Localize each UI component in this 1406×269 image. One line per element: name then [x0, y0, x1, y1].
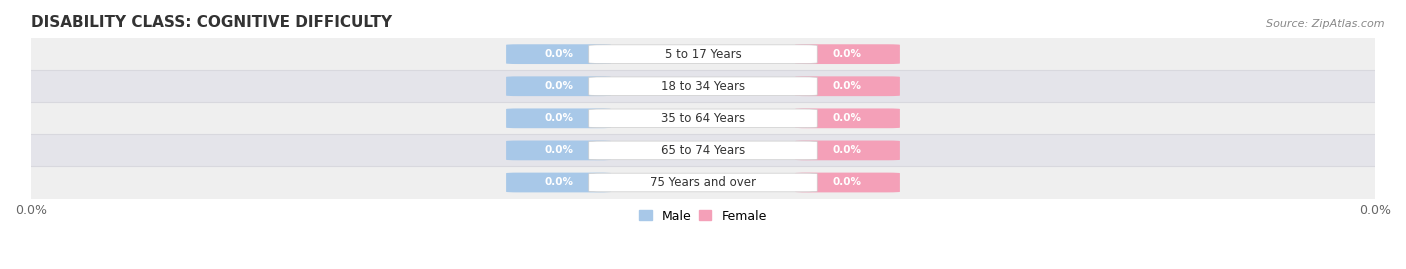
Text: 0.0%: 0.0%: [832, 81, 862, 91]
FancyBboxPatch shape: [794, 44, 900, 64]
Text: 75 Years and over: 75 Years and over: [650, 176, 756, 189]
Text: 0.0%: 0.0%: [544, 49, 574, 59]
Text: 0.0%: 0.0%: [832, 146, 862, 155]
Text: Source: ZipAtlas.com: Source: ZipAtlas.com: [1267, 19, 1385, 29]
Text: 0.0%: 0.0%: [832, 113, 862, 123]
Text: 0.0%: 0.0%: [832, 178, 862, 187]
Text: 65 to 74 Years: 65 to 74 Years: [661, 144, 745, 157]
Text: 18 to 34 Years: 18 to 34 Years: [661, 80, 745, 93]
FancyBboxPatch shape: [794, 140, 900, 160]
FancyBboxPatch shape: [506, 140, 612, 160]
Legend: Male, Female: Male, Female: [634, 205, 772, 228]
FancyBboxPatch shape: [506, 44, 612, 64]
FancyBboxPatch shape: [794, 173, 900, 192]
FancyBboxPatch shape: [589, 77, 817, 95]
Text: 0.0%: 0.0%: [544, 178, 574, 187]
FancyBboxPatch shape: [506, 76, 612, 96]
Bar: [31, 102, 1375, 134]
FancyBboxPatch shape: [506, 108, 612, 128]
FancyBboxPatch shape: [794, 108, 900, 128]
FancyBboxPatch shape: [589, 109, 817, 128]
Text: 0.0%: 0.0%: [544, 113, 574, 123]
FancyBboxPatch shape: [506, 173, 612, 192]
Bar: [31, 167, 1375, 199]
Text: DISABILITY CLASS: COGNITIVE DIFFICULTY: DISABILITY CLASS: COGNITIVE DIFFICULTY: [31, 15, 392, 30]
Text: 0.0%: 0.0%: [832, 49, 862, 59]
FancyBboxPatch shape: [589, 141, 817, 160]
Bar: [31, 38, 1375, 70]
Text: 5 to 17 Years: 5 to 17 Years: [665, 48, 741, 61]
Text: 35 to 64 Years: 35 to 64 Years: [661, 112, 745, 125]
Bar: [31, 134, 1375, 167]
FancyBboxPatch shape: [589, 173, 817, 192]
Text: 0.0%: 0.0%: [544, 146, 574, 155]
Bar: [31, 70, 1375, 102]
FancyBboxPatch shape: [589, 45, 817, 63]
FancyBboxPatch shape: [794, 76, 900, 96]
Text: 0.0%: 0.0%: [544, 81, 574, 91]
